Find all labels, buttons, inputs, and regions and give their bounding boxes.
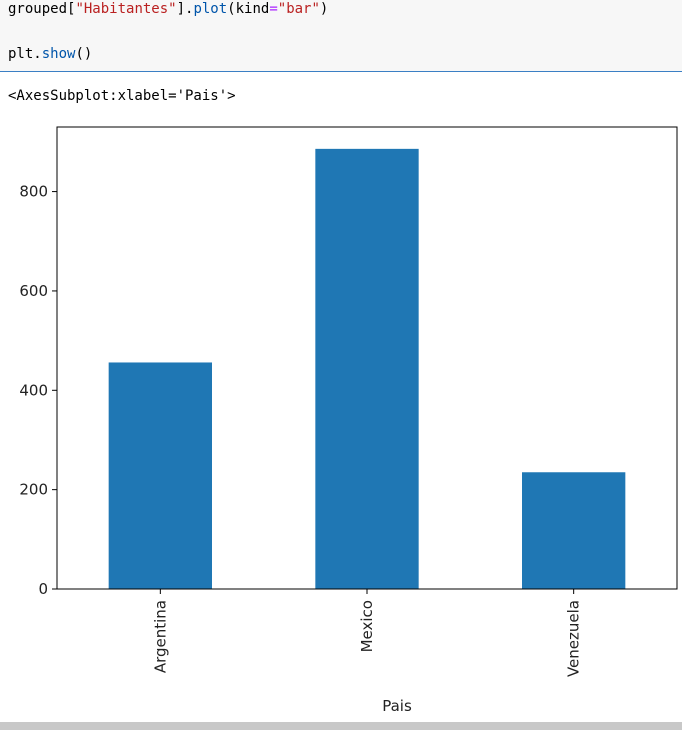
code-token: () bbox=[75, 46, 93, 62]
code-token: plt. bbox=[8, 46, 42, 62]
bar-argentina bbox=[108, 362, 212, 589]
code-token: ) bbox=[319, 1, 329, 17]
y-tick-label: 600 bbox=[19, 282, 48, 300]
code-token-string: "bar" bbox=[277, 1, 320, 17]
bar-mexico bbox=[315, 148, 419, 589]
code-token: grouped[ bbox=[8, 1, 76, 17]
code-token-function: show bbox=[41, 46, 76, 62]
x-tick-label: Argentina bbox=[151, 600, 169, 673]
code-cell[interactable]: grouped["Habitantes"].plot(kind="bar") p… bbox=[0, 0, 682, 72]
y-tick-label: 800 bbox=[19, 183, 48, 201]
code-line-plot: grouped["Habitantes"].plot(kind="bar") bbox=[8, 1, 328, 17]
code-token-function: plot bbox=[193, 1, 228, 17]
x-axis-label: Pais bbox=[382, 697, 412, 715]
code-token-string: "Habitantes" bbox=[75, 1, 177, 17]
horizontal-scrollbar[interactable] bbox=[0, 722, 682, 730]
code-token-operator: = bbox=[269, 1, 278, 17]
x-tick-label: Venezuela bbox=[565, 600, 583, 677]
y-tick-label: 0 bbox=[38, 580, 48, 598]
cell-output-text: <AxesSubplot:xlabel='Pais'> bbox=[8, 88, 236, 104]
x-tick-label: Mexico bbox=[358, 600, 376, 652]
bar-venezuela bbox=[522, 472, 626, 589]
code-line-show: plt.show() bbox=[8, 46, 92, 62]
code-token: ]. bbox=[176, 1, 194, 17]
y-tick-label: 200 bbox=[19, 481, 48, 499]
code-token: (kind bbox=[227, 1, 270, 17]
y-tick-label: 400 bbox=[19, 381, 48, 399]
